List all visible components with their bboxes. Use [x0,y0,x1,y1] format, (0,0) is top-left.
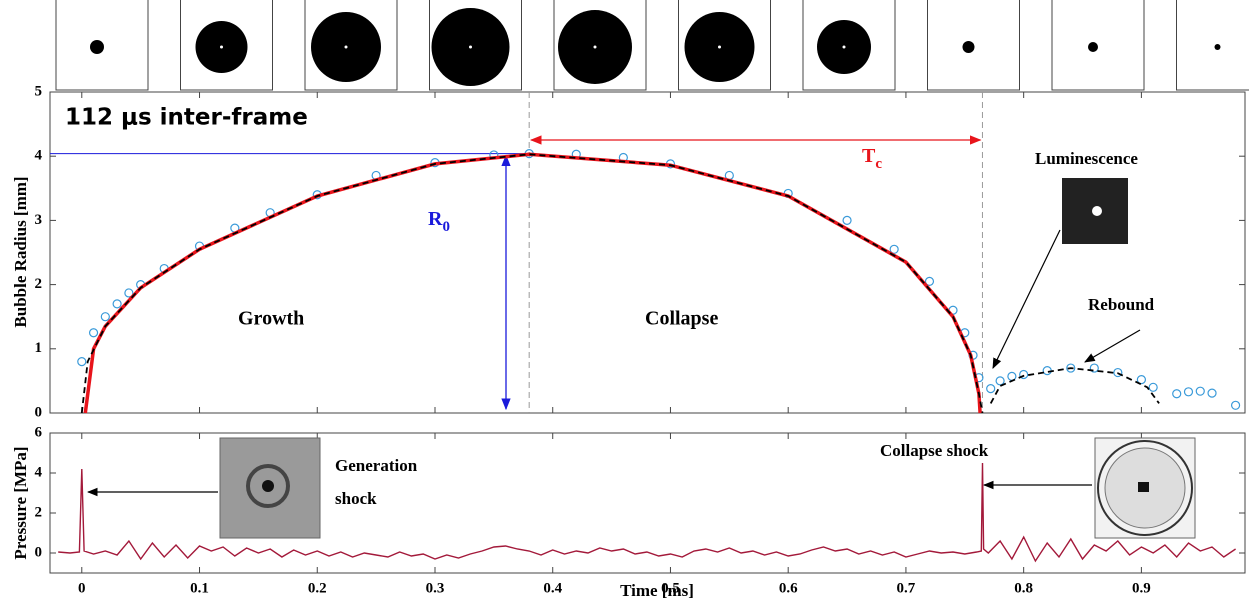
y-tick-label: 4 [35,464,43,480]
collapse-core [1138,482,1149,492]
y-tick-label: 5 [35,83,43,99]
data-point [113,300,121,308]
rebound-arrow [1085,330,1140,362]
frame [1177,0,1249,90]
collapse-label: Collapse [645,308,718,330]
data-point [1184,388,1192,396]
y-tick-label: 6 [35,424,43,440]
tc-main: T [862,145,876,167]
y-tick-label: 2 [35,276,43,292]
frame-bubble [1215,44,1221,50]
frame-glint [469,46,472,49]
r0-sub: 0 [442,219,450,235]
x-tick-label: 0.2 [308,580,327,596]
frame-glint [345,46,348,49]
frame-strip [56,0,1249,90]
data-point [987,385,995,393]
data-point [1232,401,1240,409]
r0-main: R [428,208,443,230]
y-tick-label: 3 [35,212,43,228]
x-tick-label: 0.9 [1132,580,1151,596]
data-point [996,377,1004,385]
generation-label: Generation [335,456,418,475]
y-tick-label: 2 [35,504,43,520]
r0-label: R0 [428,208,450,236]
frame-bubble [1088,42,1098,52]
data-point [1208,389,1216,397]
radius-plot: 0 1 2 3 4 5 [35,83,1246,420]
y-tick-label: 0 [35,544,43,560]
x-tick-label: 0 [78,580,86,596]
generation-core [262,480,274,492]
frame-glint [220,46,223,49]
data-point [90,329,98,337]
x-tick-label: 0.8 [1014,580,1033,596]
data-point [78,358,86,366]
luminescence-spot [1092,206,1102,216]
frame-glint [718,46,721,49]
data-point [1196,387,1204,395]
x-tick-label: 0.1 [190,580,209,596]
data-line [85,154,980,413]
frame-note: 112 μs inter-frame [65,105,308,131]
collapse-shock-label: Collapse shock [880,441,989,460]
x-axis-label: Time [ms] [620,581,694,600]
growth-label: Growth [238,308,304,330]
x-tick-label: 0.3 [426,580,445,596]
luminescence-label: Luminescence [1035,149,1138,168]
chart: 012345 024600.10.20.30.40.50.60.70.80.9 … [0,0,1249,601]
frame-bubble [90,40,104,54]
frame-glint [843,46,846,49]
tc-sub: c [875,156,882,172]
y-axis-label: Bubble Radius [mm] [11,176,30,327]
data-line [82,154,1159,413]
y-tick-label: 4 [35,148,43,164]
frame-glint [594,46,597,49]
data-point [1149,383,1157,391]
y-tick-label: 0 [35,404,43,420]
y-tick-label: 1 [35,340,43,356]
frame [1052,0,1144,90]
y-axis-label: Pressure [MPa] [11,446,30,559]
x-tick-label: 0.4 [543,580,562,596]
generation-label-2: shock [335,489,377,508]
x-tick-label: 0.7 [897,580,916,596]
tc-label: Tc [862,145,882,173]
data-point [101,313,109,321]
data-point [843,216,851,224]
frame-bubble [963,41,975,53]
rebound-label: Rebound [1088,295,1155,314]
data-point [1173,390,1181,398]
luminescence-arrow [993,230,1060,368]
x-tick-label: 0.6 [779,580,798,596]
